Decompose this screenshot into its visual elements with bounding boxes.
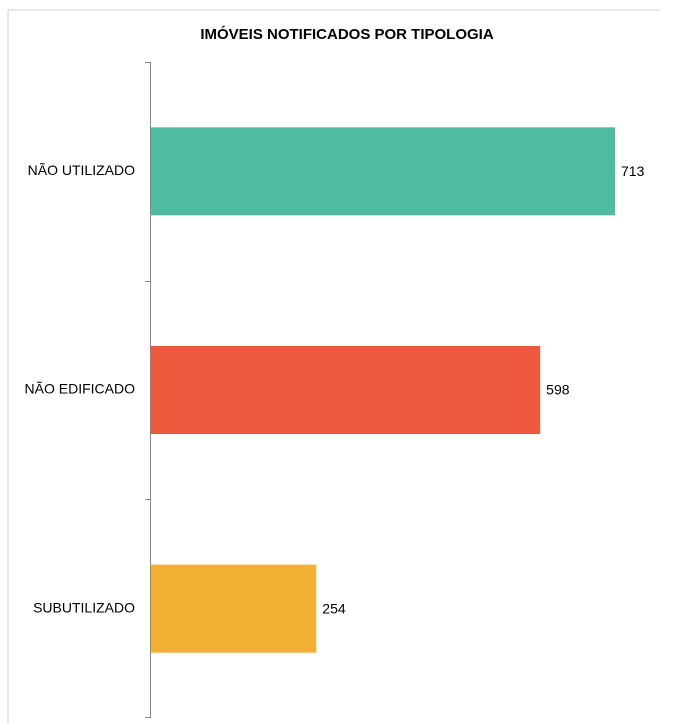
bar [151, 346, 541, 434]
category-axis [145, 62, 151, 718]
value-label: 713 [621, 163, 645, 179]
value-label: 598 [546, 382, 570, 398]
category-label: NÃO EDIFICADO [25, 381, 136, 397]
category-label: NÃO UTILIZADO [28, 162, 135, 178]
bar [151, 127, 615, 216]
chart-title: IMÓVEIS NOTIFICADOS POR TIPOLOGIA [200, 25, 494, 43]
bar [151, 564, 317, 653]
value-label: 254 [322, 600, 346, 616]
category-label: SUBUTILIZADO [33, 599, 135, 615]
